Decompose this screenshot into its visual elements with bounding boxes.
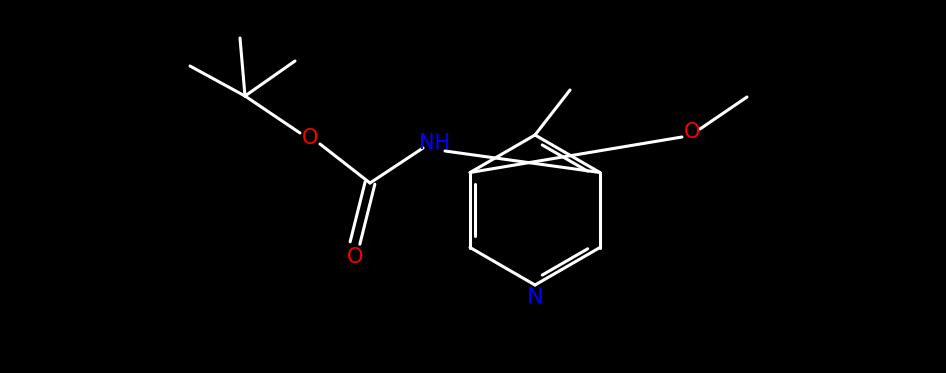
Text: O: O (347, 247, 363, 267)
Text: O: O (684, 122, 700, 142)
Text: O: O (302, 128, 318, 148)
Text: NH: NH (419, 133, 450, 153)
Text: N: N (527, 287, 543, 307)
